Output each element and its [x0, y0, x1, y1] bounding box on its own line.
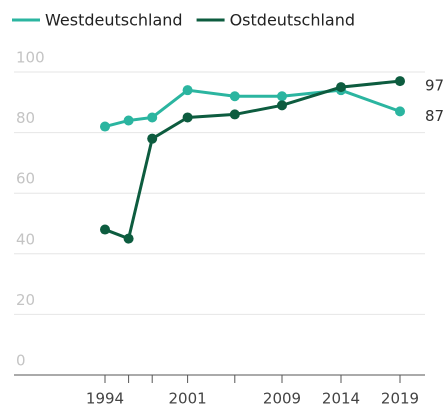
data-point	[395, 106, 405, 117]
data-point	[395, 76, 405, 87]
data-point	[229, 91, 240, 102]
series-line	[104, 79, 401, 241]
x-tick-label: 2019	[381, 390, 419, 408]
x-tick-label: 2001	[169, 390, 207, 408]
data-point	[100, 121, 110, 132]
data-point	[229, 109, 240, 120]
end-label: 97	[425, 77, 444, 95]
y-tick-label: 80	[16, 109, 35, 127]
data-point	[277, 91, 287, 102]
data-point	[277, 100, 287, 111]
legend-label: Westdeutschland	[45, 11, 183, 30]
x-tick-label: 2009	[263, 390, 301, 408]
data-point	[182, 85, 193, 96]
data-point	[147, 112, 158, 123]
y-tick-label: 0	[16, 352, 26, 370]
data-point	[336, 82, 346, 93]
x-tick-label: 1994	[86, 390, 124, 408]
data-point	[182, 112, 193, 123]
y-tick-label: 40	[16, 230, 35, 248]
data-point	[123, 115, 134, 126]
y-tick-label: 100	[16, 49, 45, 67]
y-tick-label: 60	[16, 170, 35, 188]
x-tick-label: 2014	[322, 390, 360, 408]
data-point	[123, 233, 134, 244]
data-point	[147, 133, 158, 144]
end-label: 87	[425, 107, 444, 125]
legend-label: Ostdeutschland	[230, 11, 355, 30]
y-tick-label: 20	[16, 291, 35, 309]
data-point	[100, 224, 110, 235]
